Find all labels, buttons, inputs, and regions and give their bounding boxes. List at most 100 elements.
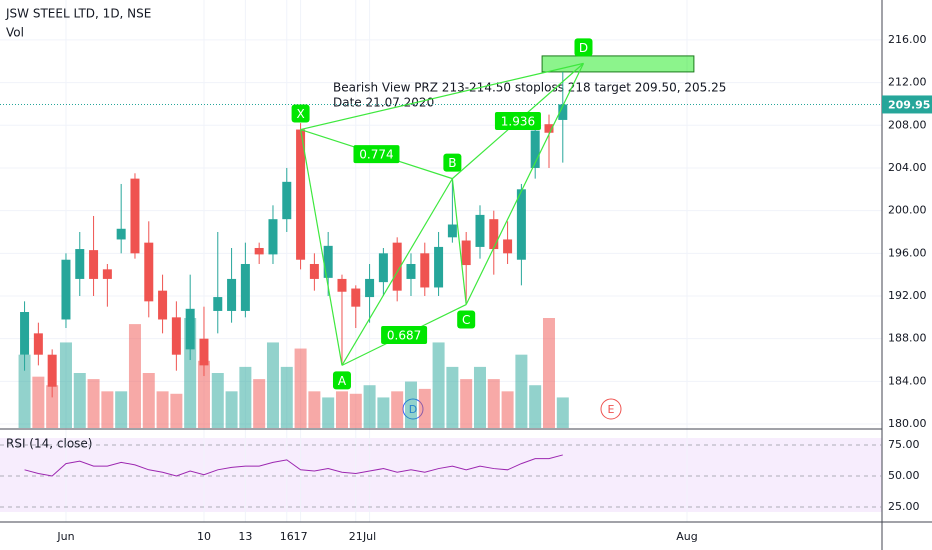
volume-bar — [280, 366, 293, 428]
volume-bar — [18, 354, 31, 428]
candle-body — [503, 239, 513, 254]
pattern-line — [341, 178, 453, 366]
rsi-band — [0, 438, 882, 512]
candle-body — [296, 129, 306, 260]
pattern-label: B — [448, 156, 456, 170]
pattern-label: D — [579, 41, 588, 55]
candle-body — [447, 224, 457, 238]
volume-bar — [46, 385, 59, 428]
y-tick-label: 200.00 — [888, 204, 927, 217]
candle-body — [282, 181, 292, 220]
volume-bar — [322, 397, 335, 428]
volume-bar — [404, 381, 417, 428]
volume-bar — [308, 391, 321, 428]
volume-bar — [115, 391, 128, 428]
volume-bar — [73, 373, 86, 428]
volume-bar — [142, 373, 155, 428]
volume-bar — [170, 393, 183, 428]
candle-body — [185, 308, 195, 350]
candle-body — [489, 219, 499, 250]
candle-body — [461, 240, 471, 266]
candle-body — [434, 246, 444, 288]
volume-label: Vol — [6, 26, 24, 40]
volume-bar — [556, 397, 569, 428]
candle-body — [337, 278, 347, 292]
x-tick-label: 17 — [294, 530, 308, 543]
event-label[interactable]: E — [608, 403, 615, 416]
candle-body — [61, 259, 71, 320]
candle-body — [144, 242, 154, 302]
y-tick-label: 208.00 — [888, 118, 927, 131]
candle-body — [475, 214, 485, 247]
pattern-label-box — [443, 153, 462, 172]
y-tick-label: 196.00 — [888, 246, 927, 259]
candle-body — [406, 263, 416, 279]
volume-bar — [487, 379, 500, 428]
pattern-line — [451, 178, 467, 305]
volume-bar — [87, 379, 100, 428]
pattern-line — [465, 63, 585, 305]
volume-bar — [377, 397, 390, 428]
rsi-tick-label: 75.00 — [888, 438, 920, 451]
volume-bar — [529, 385, 542, 428]
volume-bar — [501, 391, 514, 428]
y-tick-label: 188.00 — [888, 332, 927, 345]
volume-bar — [253, 379, 266, 428]
y-tick-label: 216.00 — [888, 33, 927, 46]
volume-bar — [460, 379, 473, 428]
ratio-label: 0.687 — [387, 328, 421, 342]
pattern-label-box — [332, 371, 351, 390]
last-price-label: 209.95 — [888, 98, 930, 111]
pattern-label-box — [574, 38, 593, 57]
rsi-label: RSI (14, close) — [6, 437, 92, 451]
rsi-line — [24, 454, 563, 477]
prz-box — [541, 55, 695, 73]
x-tick-label: 10 — [197, 530, 211, 543]
pattern-label-box — [291, 104, 310, 123]
candle-body — [240, 263, 250, 311]
candle-body — [75, 249, 85, 279]
candle-body — [530, 130, 540, 168]
last-price-tag — [882, 95, 932, 114]
y-tick-label: 192.00 — [888, 289, 927, 302]
candle-body — [558, 104, 568, 120]
candle-body — [351, 288, 361, 307]
x-tick-label: 21 — [349, 530, 363, 543]
y-tick-label: 204.00 — [888, 161, 927, 174]
y-tick-label: 180.00 — [888, 417, 927, 430]
candle-body — [199, 338, 209, 366]
volume-bar — [294, 348, 307, 428]
volume-bar — [101, 391, 114, 428]
volume-bar — [446, 366, 459, 428]
volume-bar — [239, 366, 252, 428]
x-tick-label: Jul — [362, 530, 376, 543]
rsi-tick-label: 50.00 — [888, 469, 920, 482]
event-marker[interactable] — [600, 398, 622, 420]
candle-body — [544, 124, 554, 133]
x-tick-label: Aug — [676, 530, 697, 543]
candle-body — [309, 263, 319, 279]
ratio-box — [494, 112, 541, 131]
volume-bar — [197, 360, 210, 428]
volume-bar — [349, 393, 362, 428]
pattern-label: X — [296, 107, 304, 121]
candle-body — [378, 253, 388, 283]
candle-body — [254, 247, 264, 255]
volume-bar — [515, 354, 528, 428]
pattern-line — [299, 129, 343, 366]
candle-body — [116, 228, 126, 240]
y-tick-label: 184.00 — [888, 374, 927, 387]
candle-body — [20, 312, 30, 355]
volume-bar — [225, 391, 238, 428]
x-tick-label: 13 — [238, 530, 252, 543]
candle-body — [89, 250, 99, 279]
candle-body — [213, 297, 223, 311]
volume-bar — [128, 324, 141, 428]
volume-bar — [32, 376, 45, 428]
volume-bar — [432, 342, 445, 428]
y-tick-label: 212.00 — [888, 76, 927, 89]
candle-body — [130, 178, 140, 254]
candle-body — [102, 269, 112, 279]
chart-title: JSW STEEL LTD, 1D, NSE — [5, 7, 151, 21]
